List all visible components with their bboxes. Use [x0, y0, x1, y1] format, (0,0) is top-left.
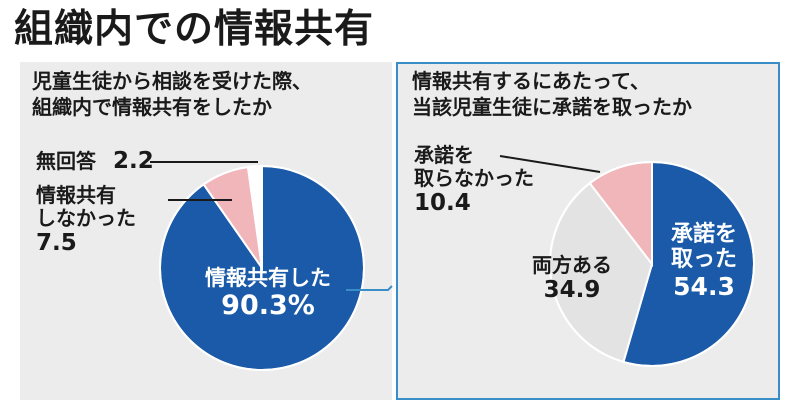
page-title: 組織内での情報共有 — [14, 7, 375, 52]
leader-lines — [150, 155, 601, 291]
label-no-consent-line-1: 承諾を — [414, 143, 474, 167]
label-consent: 承諾を 取った 54.3 — [654, 222, 754, 301]
label-not-shared: 情報共有 しなかった 7.5 — [36, 183, 136, 257]
label-both-name: 両方ある — [532, 253, 612, 277]
pie-left — [159, 164, 365, 371]
label-no-consent-value: 10.4 — [414, 190, 471, 216]
label-no-answer: 無回答 2.2 — [36, 148, 154, 174]
pie-right — [549, 160, 755, 367]
label-both: 両方ある 34.9 — [512, 253, 632, 304]
label-not-shared-value: 7.5 — [36, 230, 77, 256]
leader-no-consent — [499, 155, 601, 173]
label-no-answer-name: 無回答 — [36, 149, 96, 173]
label-consent-value: 54.3 — [673, 271, 735, 301]
label-consent-line-1: 承諾を — [670, 222, 737, 247]
leader-shared-connector — [346, 285, 393, 291]
left-question: 児童生徒から相談を受けた際、 組織内で情報共有をしたか — [32, 68, 312, 120]
label-no-consent: 承諾を 取らなかった 10.4 — [414, 143, 534, 217]
right-question-line-2: 当該児童生徒に承諾を取ったか — [412, 95, 692, 119]
slice-shared-outline — [159, 165, 365, 371]
label-shared-name: 情報共有した — [205, 266, 331, 290]
left-question-line-2: 組織内で情報共有をしたか — [32, 95, 272, 119]
slice-consent-outline — [549, 161, 755, 367]
label-consent-line-2: 取った — [670, 247, 737, 273]
label-not-shared-line-2: しなかった — [36, 206, 136, 230]
right-question-line-1: 情報共有するにあたって、 — [412, 69, 650, 93]
label-no-answer-value: 2.2 — [112, 148, 154, 174]
label-not-shared-line-1: 情報共有 — [36, 183, 116, 207]
label-both-value: 34.9 — [543, 277, 601, 303]
right-question: 情報共有するにあたって、 当該児童生徒に承諾を取ったか — [412, 68, 692, 120]
label-shared-value: 90.3% — [221, 290, 315, 322]
left-question-line-1: 児童生徒から相談を受けた際、 — [32, 69, 312, 93]
label-no-consent-line-2: 取らなかった — [414, 166, 534, 190]
label-shared: 情報共有した 90.3% — [186, 266, 350, 321]
